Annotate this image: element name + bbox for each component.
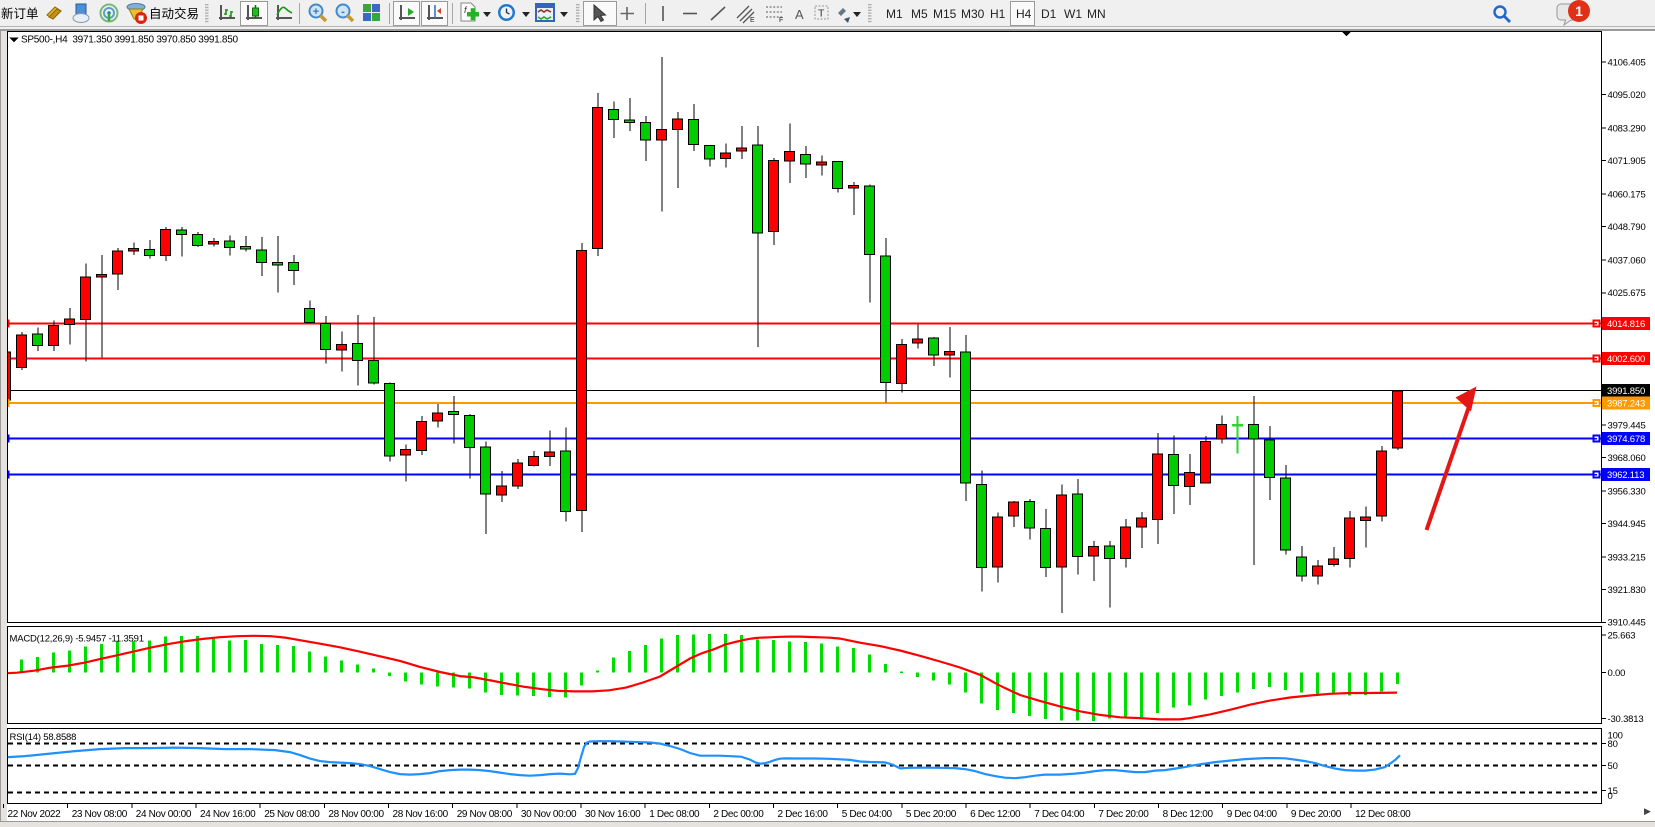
- svg-text:MACD(12,26,9) -5.9457 -11.3591: MACD(12,26,9) -5.9457 -11.3591: [10, 634, 144, 645]
- svg-text:5 Dec 04:00: 5 Dec 04:00: [842, 809, 893, 820]
- svg-text:3987.243: 3987.243: [1607, 399, 1645, 410]
- svg-text:SP500-,H4 3971.350 3991.850 3: SP500-,H4 3971.350 3991.850 3970.850 399…: [21, 35, 238, 46]
- svg-text:3991.850: 3991.850: [1607, 386, 1645, 397]
- svg-text:0: 0: [1608, 791, 1613, 802]
- svg-text:3933.215: 3933.215: [1608, 553, 1646, 564]
- svg-text:23 Nov 08:00: 23 Nov 08:00: [72, 809, 128, 820]
- svg-text:24 Nov 00:00: 24 Nov 00:00: [136, 809, 192, 820]
- svg-text:M15: M15: [933, 7, 957, 21]
- svg-text:1 Dec 08:00: 1 Dec 08:00: [649, 809, 700, 820]
- svg-text:9 Dec 20:00: 9 Dec 20:00: [1291, 809, 1342, 820]
- svg-text:-: -: [341, 6, 345, 18]
- svg-text:80: 80: [1608, 739, 1618, 750]
- svg-text:4002.600: 4002.600: [1607, 354, 1645, 365]
- svg-text:D1: D1: [1041, 7, 1057, 21]
- svg-text:0.00: 0.00: [1608, 668, 1626, 679]
- svg-text:100: 100: [1608, 730, 1623, 741]
- svg-text:5 Dec 20:00: 5 Dec 20:00: [906, 809, 957, 820]
- svg-text:MN: MN: [1087, 7, 1106, 21]
- svg-text:4048.790: 4048.790: [1608, 222, 1646, 233]
- svg-text:H4: H4: [1016, 7, 1032, 21]
- svg-text:W1: W1: [1064, 7, 1082, 21]
- svg-text:25 Nov 08:00: 25 Nov 08:00: [264, 809, 320, 820]
- svg-text:4060.175: 4060.175: [1608, 190, 1646, 201]
- svg-text:4025.675: 4025.675: [1608, 288, 1646, 299]
- svg-text:M30: M30: [961, 7, 985, 21]
- svg-text:自动交易: 自动交易: [149, 6, 199, 21]
- svg-text:3944.945: 3944.945: [1608, 519, 1646, 530]
- svg-text:24 Nov 16:00: 24 Nov 16:00: [200, 809, 256, 820]
- svg-text:28 Nov 00:00: 28 Nov 00:00: [328, 809, 384, 820]
- svg-text:4083.290: 4083.290: [1608, 124, 1646, 135]
- svg-text:15: 15: [1608, 786, 1618, 797]
- svg-text:12 Dec 08:00: 12 Dec 08:00: [1355, 809, 1411, 820]
- svg-text:3956.330: 3956.330: [1608, 487, 1646, 498]
- svg-text:M1: M1: [886, 7, 903, 21]
- svg-text:3921.830: 3921.830: [1608, 585, 1646, 596]
- svg-text:28 Nov 16:00: 28 Nov 16:00: [393, 809, 449, 820]
- svg-text:4071.905: 4071.905: [1608, 156, 1646, 167]
- svg-text:M5: M5: [911, 7, 928, 21]
- svg-text:F: F: [779, 17, 783, 24]
- svg-text:29 Nov 08:00: 29 Nov 08:00: [457, 809, 513, 820]
- svg-text:8 Dec 12:00: 8 Dec 12:00: [1163, 809, 1214, 820]
- svg-text:▶: ▶: [1644, 806, 1651, 816]
- svg-text:2 Dec 00:00: 2 Dec 00:00: [713, 809, 764, 820]
- svg-text:3974.678: 3974.678: [1607, 434, 1645, 445]
- svg-text:f: f: [464, 5, 468, 15]
- svg-text:6 Dec 12:00: 6 Dec 12:00: [970, 809, 1021, 820]
- svg-text:1: 1: [1575, 3, 1583, 19]
- svg-text:7 Dec 04:00: 7 Dec 04:00: [1034, 809, 1085, 820]
- svg-text:7 Dec 20:00: 7 Dec 20:00: [1098, 809, 1149, 820]
- svg-text:T: T: [818, 8, 825, 20]
- svg-text:4095.020: 4095.020: [1608, 90, 1646, 101]
- svg-text:4014.816: 4014.816: [1607, 319, 1645, 330]
- svg-text:H1: H1: [990, 7, 1006, 21]
- svg-text:30 Nov 16:00: 30 Nov 16:00: [585, 809, 641, 820]
- svg-text:+: +: [313, 6, 319, 18]
- svg-text:RSI(14) 58.8588: RSI(14) 58.8588: [10, 732, 77, 743]
- svg-text:22 Nov 2022: 22 Nov 2022: [8, 809, 62, 820]
- svg-text:9 Dec 04:00: 9 Dec 04:00: [1227, 809, 1278, 820]
- svg-text:3968.060: 3968.060: [1608, 453, 1646, 464]
- svg-text:4037.060: 4037.060: [1608, 256, 1646, 267]
- svg-text:新订单: 新订单: [1, 6, 39, 21]
- svg-text:-30.3813: -30.3813: [1608, 714, 1644, 725]
- svg-text:25.663: 25.663: [1608, 630, 1636, 641]
- svg-text:30 Nov 00:00: 30 Nov 00:00: [521, 809, 577, 820]
- svg-text:3979.445: 3979.445: [1608, 420, 1646, 431]
- svg-text:E: E: [750, 17, 755, 24]
- svg-text:3962.113: 3962.113: [1607, 470, 1644, 481]
- svg-text:3910.445: 3910.445: [1608, 618, 1646, 629]
- svg-text:50: 50: [1608, 761, 1618, 772]
- svg-text:2 Dec 16:00: 2 Dec 16:00: [778, 809, 829, 820]
- svg-text:4106.405: 4106.405: [1608, 57, 1646, 68]
- svg-text:A: A: [795, 7, 804, 22]
